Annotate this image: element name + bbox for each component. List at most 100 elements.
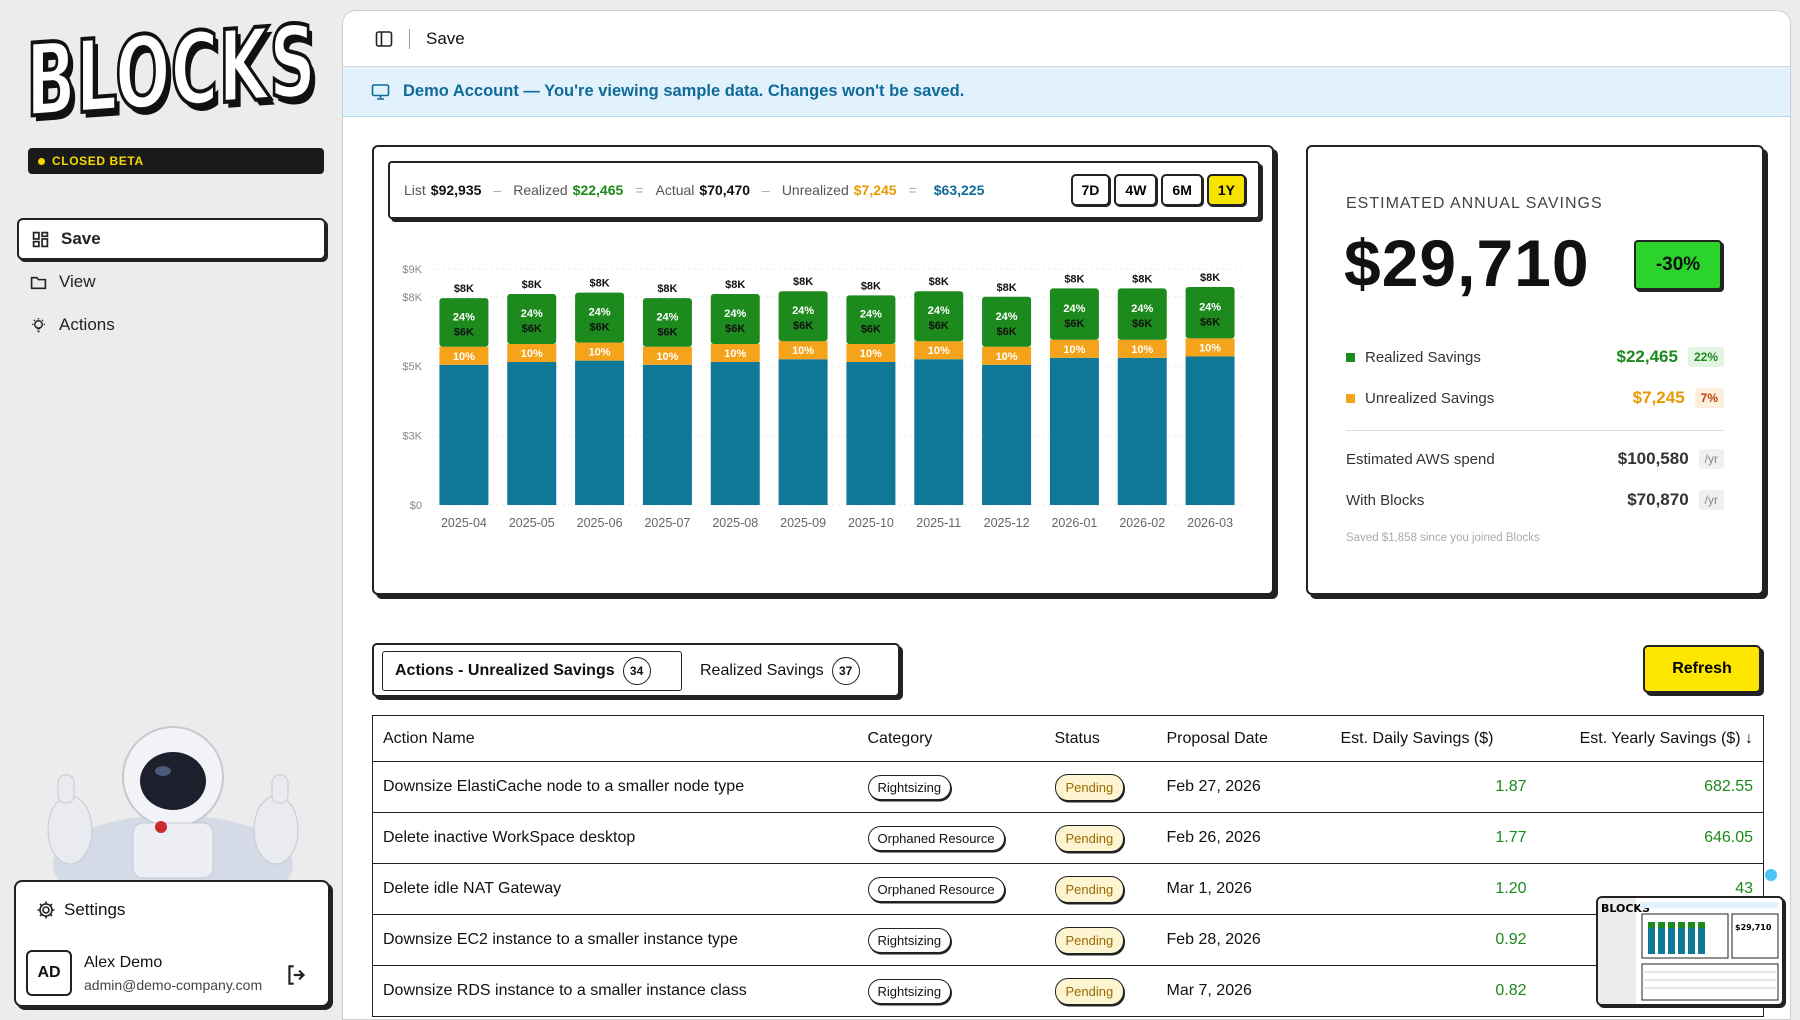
unrealized-pct-label: 10% — [792, 345, 814, 357]
realized-pct-label: 24% — [521, 308, 543, 320]
column-header-daily-savings[interactable]: Est. Daily Savings ($) — [1330, 715, 1537, 762]
count-badge: 37 — [831, 657, 860, 685]
realized-value-label: $6K — [1064, 318, 1084, 330]
unrealized-value: $7,245 — [853, 182, 897, 198]
realized-pct-label: 24% — [792, 305, 814, 317]
table-row[interactable]: Delete idle NAT Gateway Orphaned Resourc… — [372, 863, 1764, 915]
actions-tabs: Actions - Unrealized Savings 34 Realized… — [372, 643, 900, 697]
folder-icon — [30, 276, 47, 289]
tab-label: Realized Savings — [700, 662, 824, 679]
logout-icon[interactable] — [284, 962, 310, 988]
realized-pct-label: 24% — [1131, 303, 1153, 315]
equals-operator: = — [908, 182, 917, 198]
x-tick-label: 2025-06 — [577, 516, 623, 530]
column-header-action-name[interactable]: Action Name — [372, 715, 858, 762]
daily-savings: 0.92 — [1330, 914, 1537, 966]
realized-value-label: $6K — [929, 320, 949, 332]
with-blocks-value: $70,870 — [1627, 490, 1689, 509]
bar-unrealized-segment — [507, 343, 557, 363]
gear-icon — [37, 901, 55, 919]
column-header-category[interactable]: Category — [857, 715, 1045, 762]
equals-operator: = — [635, 182, 644, 198]
sidebar-item-label: Actions — [59, 315, 115, 334]
unrealized-savings-label: Unrealized Savings — [1365, 389, 1495, 407]
minus-operator: – — [762, 182, 770, 198]
realized-savings-row: Realized Savings $22,465 22% — [1346, 347, 1724, 367]
cost-summary-bar: List $92,935 – Realized $22,465 = Actual… — [388, 161, 1260, 219]
refresh-button[interactable]: Refresh — [1643, 645, 1761, 693]
action-name: Delete idle NAT Gateway — [372, 863, 858, 915]
table-row[interactable]: Delete inactive WorkSpace desktop Orphan… — [372, 812, 1764, 864]
svg-text:BLOCKS: BLOCKS — [30, 18, 320, 138]
tab-unrealized-savings[interactable]: Actions - Unrealized Savings 34 — [382, 651, 682, 691]
range-1y-button[interactable]: 1Y — [1206, 174, 1246, 206]
x-tick-label: 2025-11 — [916, 516, 961, 530]
unrealized-pct-label: 10% — [453, 351, 475, 363]
bar-unrealized-segment — [846, 343, 896, 363]
x-tick-label: 2026-02 — [1119, 516, 1165, 530]
range-4w-button[interactable]: 4W — [1114, 174, 1158, 206]
realized-pct-label: 24% — [1199, 302, 1221, 314]
range-7d-button[interactable]: 7D — [1070, 174, 1111, 206]
bar-actual-segment — [439, 364, 489, 505]
avatar[interactable]: AD — [26, 950, 72, 996]
proposal-date: Mar 7, 2026 — [1156, 965, 1331, 1017]
blocks-logo[interactable]: BLOCKS BLOCKS — [24, 18, 324, 138]
beta-label: CLOSED BETA — [52, 154, 144, 168]
sidebar-item-view[interactable]: View — [17, 261, 326, 303]
tab-realized-savings[interactable]: Realized Savings 37 — [688, 651, 872, 691]
bar-realized-segment — [846, 295, 896, 344]
realized-value-label: $6K — [589, 322, 609, 334]
bar-unrealized-segment — [439, 346, 489, 365]
table-row[interactable]: Downsize EC2 instance to a smaller insta… — [372, 914, 1764, 966]
sidebar-item-actions[interactable]: Actions — [17, 304, 326, 346]
table-row[interactable]: Downsize ElastiCache node to a smaller n… — [372, 761, 1764, 813]
list-label: List — [404, 182, 426, 198]
status-badge: Pending — [1054, 875, 1125, 903]
realized-pct-label: 24% — [724, 308, 746, 320]
preview-thumbnail[interactable]: BLOCKS $29,710 — [1596, 896, 1784, 1006]
x-tick-label: 2025-10 — [848, 516, 894, 530]
unrealized-savings-row: Unrealized Savings $7,245 7% — [1346, 388, 1724, 408]
sidebar-item-save[interactable]: Save — [17, 218, 326, 260]
column-header-status[interactable]: Status — [1044, 715, 1157, 762]
per-year-tag: /yr — [1698, 490, 1724, 510]
sidebar-toggle-icon[interactable] — [375, 30, 393, 48]
realized-pct-tag: 22% — [1687, 347, 1724, 367]
beta-dot-icon — [38, 157, 45, 165]
bar-realized-segment — [1185, 287, 1235, 339]
bar-total-label: $8K — [522, 279, 542, 291]
column-header-proposal-date[interactable]: Proposal Date — [1156, 715, 1331, 762]
realized-pct-label: 24% — [1063, 303, 1085, 315]
svg-text:$29,710: $29,710 — [1735, 923, 1772, 932]
range-6m-button[interactable]: 6M — [1161, 174, 1203, 206]
column-header-yearly-savings[interactable]: Est. Yearly Savings ($) ↓ — [1536, 715, 1764, 762]
bar-total-label: $8K — [657, 283, 677, 295]
settings-label: Settings — [64, 900, 126, 919]
bar-unrealized-segment — [914, 341, 964, 360]
demo-banner: Demo Account — You're viewing sample dat… — [343, 67, 1790, 117]
settings-button[interactable]: Settings — [36, 900, 125, 920]
sidebar-item-label: Save — [61, 229, 101, 248]
x-tick-label: 2026-03 — [1187, 516, 1233, 530]
realized-pct-label: 24% — [589, 307, 611, 319]
sidebar: BLOCKS BLOCKS CLOSED BETA Save View Acti… — [0, 0, 342, 1017]
realized-value-label: $6K — [657, 326, 677, 338]
status-badge: Pending — [1054, 977, 1125, 1005]
table-row[interactable]: Downsize RDS instance to a smaller insta… — [372, 965, 1764, 1017]
status-badge: Pending — [1054, 824, 1125, 852]
bar-realized-segment — [778, 291, 828, 342]
bar-realized-segment — [914, 291, 964, 342]
bar-unrealized-segment — [1117, 339, 1167, 358]
unrealized-pct-label: 10% — [1131, 344, 1153, 356]
unrealized-pct-label: 10% — [589, 347, 611, 359]
status-badge: Pending — [1054, 773, 1125, 801]
realized-value-label: $6K — [793, 320, 813, 332]
aws-spend-label: Estimated AWS spend — [1346, 450, 1495, 468]
final-value: $63,225 — [933, 182, 985, 198]
category-chip: Rightsizing — [867, 774, 952, 800]
realized-value-label: $6K — [454, 326, 474, 338]
bar-total-label: $8K — [589, 278, 609, 290]
preview-thumbnail-image: BLOCKS $29,710 — [1598, 898, 1779, 1004]
bar-actual-segment — [575, 360, 625, 505]
